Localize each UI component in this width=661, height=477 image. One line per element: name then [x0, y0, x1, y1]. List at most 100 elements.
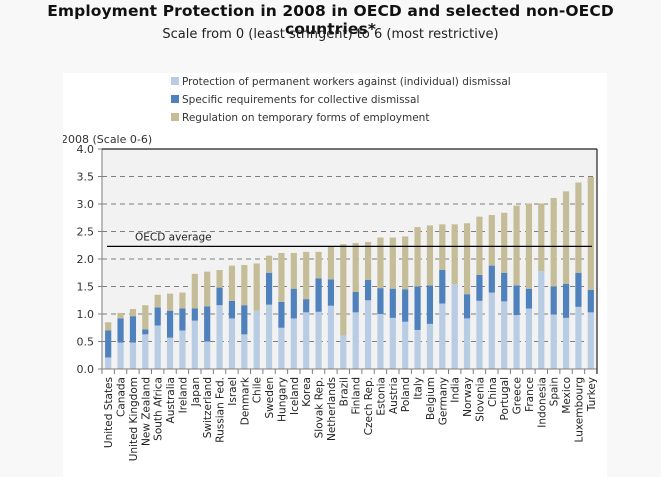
x-tick-label: Japan	[190, 377, 202, 407]
bar-segment-collective	[402, 289, 409, 322]
bar-group	[216, 270, 223, 369]
y-tick-label: 4.0	[77, 143, 95, 156]
bar-segment-collective	[241, 305, 248, 335]
bar-group	[154, 294, 161, 369]
bar-segment-collective	[562, 283, 570, 318]
y-axis-ticks: 0.0 0.5 1.0 1.5 2.0 2.5 3.0 3.5 4.0	[77, 143, 102, 376]
bar-segment-permanent	[191, 320, 198, 369]
y-axis-title: 2008 (Scale 0-6)	[63, 133, 152, 146]
bar-segment-permanent	[439, 303, 446, 369]
x-tick-label: Brazil	[338, 377, 350, 406]
bar-segment-collective	[352, 292, 359, 313]
x-tick-label: Russian Fed.	[215, 377, 227, 443]
x-tick-label: Portugal	[499, 377, 511, 421]
bar-segment-permanent	[241, 334, 248, 369]
bar-segment-collective	[166, 310, 174, 338]
y-tick-label: 1.5	[77, 281, 95, 294]
bar-segment-collective	[414, 286, 421, 330]
x-tick-label: Belgium	[425, 377, 437, 420]
bar-segment-collective	[377, 288, 384, 314]
bar-segment-collective	[303, 299, 310, 313]
axes	[101, 148, 598, 374]
bar-segment-temporary	[166, 293, 174, 311]
bar-segment-temporary	[550, 197, 557, 287]
x-tick-label: Iceland	[289, 377, 301, 415]
x-axis-labels: United States Canada United Kingdom New Zea…	[103, 376, 598, 461]
bar-segment-temporary	[142, 305, 149, 330]
bar-segment-permanent	[562, 317, 570, 369]
x-tick-label: China	[487, 377, 499, 407]
bar-group	[327, 246, 335, 369]
bar-segment-permanent	[265, 304, 273, 369]
x-tick-label: Finland	[351, 377, 363, 415]
bar-group	[352, 243, 359, 369]
bar-group	[414, 227, 421, 369]
bar-segment-permanent	[303, 312, 310, 369]
bar-segment-permanent	[290, 318, 297, 369]
bar-segment-permanent	[315, 311, 322, 369]
legend-label-temporary: Regulation on temporary forms of employm…	[182, 112, 429, 124]
bar-group	[377, 237, 384, 369]
bar-group	[476, 216, 483, 369]
bar-group	[129, 309, 137, 369]
bar-segment-collective	[525, 288, 533, 309]
bar-segment-collective	[476, 274, 483, 301]
bar-segment-collective	[278, 301, 285, 328]
bar-group	[513, 205, 520, 369]
bar-group	[204, 271, 211, 369]
x-tick-label: Italy	[413, 377, 425, 400]
bar-segment-temporary	[587, 177, 594, 290]
x-tick-label: Spain	[549, 377, 561, 406]
bar-group	[587, 177, 594, 369]
bar-segment-permanent	[352, 312, 359, 369]
bar-segment-permanent	[501, 301, 508, 369]
bar-segment-collective	[216, 287, 223, 306]
bar-group	[253, 263, 260, 369]
legend-item-collective: Specific requirements for collective dis…	[171, 94, 419, 106]
chart-title: Employment Protection in 2008 in OECD an…	[47, 2, 614, 38]
bar-segment-temporary	[501, 212, 508, 273]
x-tick-label: New Zealand	[140, 377, 152, 446]
bar-segment-temporary	[463, 223, 471, 295]
x-tick-label: Israel	[227, 377, 239, 406]
bar-segment-collective	[327, 279, 335, 306]
bar-segment-permanent	[377, 314, 384, 369]
bar-segment-temporary	[364, 241, 372, 280]
x-tick-label: Poland	[400, 377, 412, 412]
x-tick-label: India	[450, 377, 462, 403]
bar-segment-permanent	[451, 284, 458, 369]
bar-segment-collective	[575, 272, 582, 307]
bar-group	[538, 203, 545, 369]
bar-segment-collective	[364, 279, 372, 301]
bar-segment-collective	[179, 308, 186, 331]
bar-segment-collective	[142, 329, 149, 335]
bar-group	[105, 322, 112, 369]
bar-group	[265, 255, 273, 369]
bar-group	[241, 265, 248, 369]
bar-group	[463, 223, 471, 369]
legend-swatch-permanent	[171, 77, 179, 85]
bar-segment-collective	[439, 270, 446, 304]
bar-segment-temporary	[352, 243, 359, 292]
bar-group	[278, 252, 285, 369]
bar-segment-temporary	[303, 251, 310, 300]
bar-segment-temporary	[414, 227, 421, 287]
bar-segment-temporary	[253, 263, 260, 311]
bar-segment-temporary	[488, 215, 495, 266]
y-tick-label: 0.0	[77, 363, 95, 376]
bar-group	[451, 224, 458, 369]
bar-segment-permanent	[117, 342, 124, 369]
bar-group	[488, 215, 495, 369]
bar-segment-permanent	[154, 325, 161, 369]
bar-segment-temporary	[562, 191, 570, 284]
bar-group	[117, 312, 124, 369]
bar-segment-collective	[117, 318, 124, 343]
y-tick-label: 2.0	[77, 253, 95, 266]
bar-segment-collective	[550, 286, 557, 315]
bar-segment-collective	[426, 285, 434, 324]
bar-segment-temporary	[575, 182, 582, 273]
bar-segment-permanent	[340, 335, 347, 369]
bar-segment-temporary	[389, 237, 396, 289]
bar-group	[166, 293, 174, 369]
x-tick-label: Sweden	[264, 377, 276, 419]
